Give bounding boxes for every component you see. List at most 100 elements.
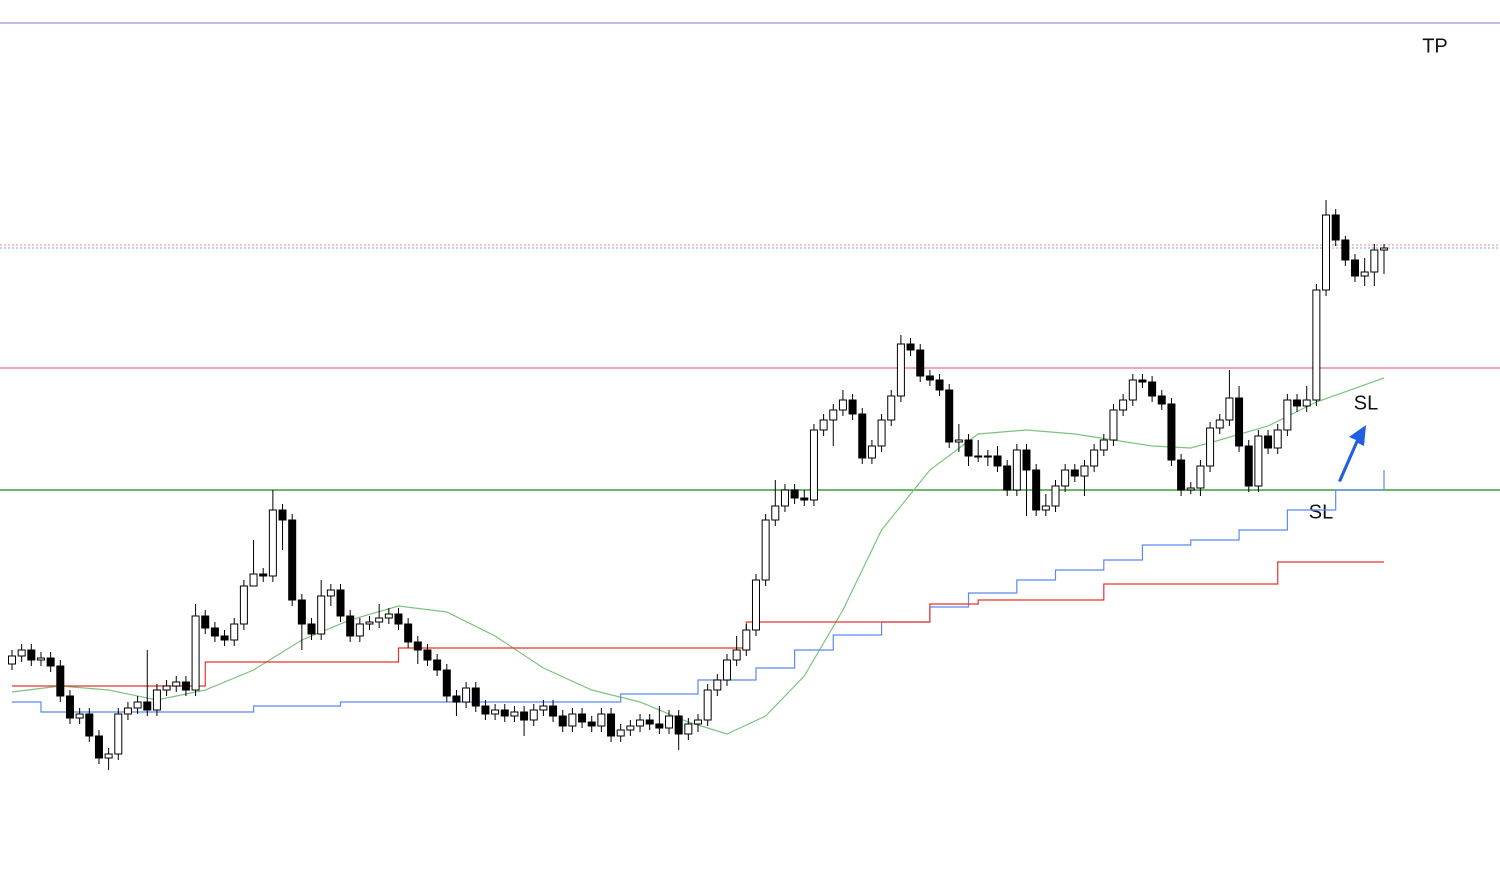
candle-body — [8, 655, 16, 665]
candle-body — [1090, 449, 1099, 467]
candle-body — [114, 713, 123, 755]
candle-body — [780, 489, 789, 507]
tp-label: TP — [1422, 35, 1448, 57]
candle-body — [1322, 214, 1331, 291]
candle-body — [1128, 379, 1137, 401]
candle-body — [1167, 403, 1176, 461]
candle-body — [1244, 445, 1253, 487]
candle-body — [1119, 399, 1128, 411]
candle-body — [249, 573, 258, 587]
candle-body — [210, 627, 219, 637]
candle-body — [945, 389, 954, 443]
candle-body — [877, 419, 886, 447]
candle-body — [491, 709, 500, 715]
candle-body — [85, 713, 94, 737]
candle-body — [578, 713, 587, 723]
candle-body — [954, 439, 963, 443]
candle-body — [732, 649, 741, 661]
sl-label: SL — [1354, 392, 1378, 414]
candle-body — [1012, 449, 1021, 491]
candle-body — [1302, 399, 1311, 407]
candle-body — [239, 585, 248, 625]
candle-body — [838, 399, 847, 411]
candle-body — [375, 617, 384, 623]
candle-body — [993, 455, 1002, 467]
candle-body — [307, 623, 316, 635]
candle-body — [809, 429, 818, 501]
candle-body — [1177, 459, 1186, 491]
candle-body — [201, 615, 210, 629]
candle-body — [867, 445, 876, 459]
candle-body — [288, 519, 297, 601]
indicator-line — [12, 470, 1385, 713]
candle-body — [297, 599, 306, 625]
indicator-line — [12, 561, 1384, 687]
candle-body — [1273, 429, 1282, 449]
candle-body — [133, 701, 142, 709]
candle-body — [1022, 449, 1031, 471]
candle-body — [278, 509, 287, 521]
candle-body — [722, 659, 731, 681]
candle-body — [935, 379, 944, 391]
candle-body — [65, 695, 74, 719]
candle-body — [500, 709, 509, 717]
candle-body — [761, 519, 770, 581]
candle-body — [268, 509, 277, 577]
candle-body — [751, 579, 760, 631]
candle-body — [452, 695, 461, 703]
candle-body — [645, 719, 654, 725]
candle-body — [626, 725, 635, 731]
candle-body — [1138, 379, 1147, 383]
candle-body — [925, 375, 934, 381]
candle-body — [481, 705, 490, 715]
candle-body — [317, 595, 326, 635]
candle-body — [916, 349, 925, 377]
candle-body — [549, 705, 558, 717]
candle-body — [56, 665, 65, 697]
candle-body — [616, 729, 625, 737]
candle-body — [1215, 419, 1224, 429]
candle-body — [1331, 214, 1340, 241]
candle-body — [442, 669, 451, 697]
candle-body — [36, 657, 45, 661]
candle-body — [848, 399, 857, 415]
candle-body — [665, 715, 674, 729]
candle-body — [694, 719, 702, 725]
candle-body — [1003, 465, 1012, 491]
candle-body — [790, 489, 799, 499]
candle-body — [1351, 259, 1360, 277]
candle-body — [674, 715, 683, 735]
candle-body — [143, 701, 152, 711]
arrow — [1338, 425, 1366, 482]
candle-body — [858, 413, 867, 459]
candle-body — [123, 707, 132, 715]
candle-body — [1360, 271, 1369, 277]
candle-body — [974, 455, 983, 458]
candle-body — [829, 409, 838, 421]
candle-body — [1109, 409, 1118, 441]
candle-body — [394, 613, 403, 625]
candle-body — [510, 711, 519, 717]
candle-body — [1051, 485, 1060, 507]
candle-body — [1206, 427, 1215, 467]
candle-body — [1061, 469, 1070, 487]
candle-body — [607, 713, 616, 737]
candle-body — [1264, 435, 1273, 449]
candle-body — [365, 621, 374, 625]
candle-body — [1283, 399, 1292, 431]
candle-body — [1032, 469, 1041, 511]
indicator-line — [11, 377, 1385, 735]
candle-body — [172, 681, 181, 687]
candle-body — [230, 623, 239, 641]
candle-body — [1225, 397, 1234, 421]
candle-body — [1186, 487, 1195, 491]
candle-body — [597, 713, 606, 727]
candle-body — [655, 723, 664, 729]
candle-body — [1254, 435, 1263, 487]
candle-body — [471, 687, 480, 707]
candle-body — [152, 689, 161, 711]
candle-body — [346, 615, 355, 637]
candle-body — [568, 713, 577, 727]
candle-body — [1196, 465, 1205, 489]
candle-body — [326, 589, 335, 597]
